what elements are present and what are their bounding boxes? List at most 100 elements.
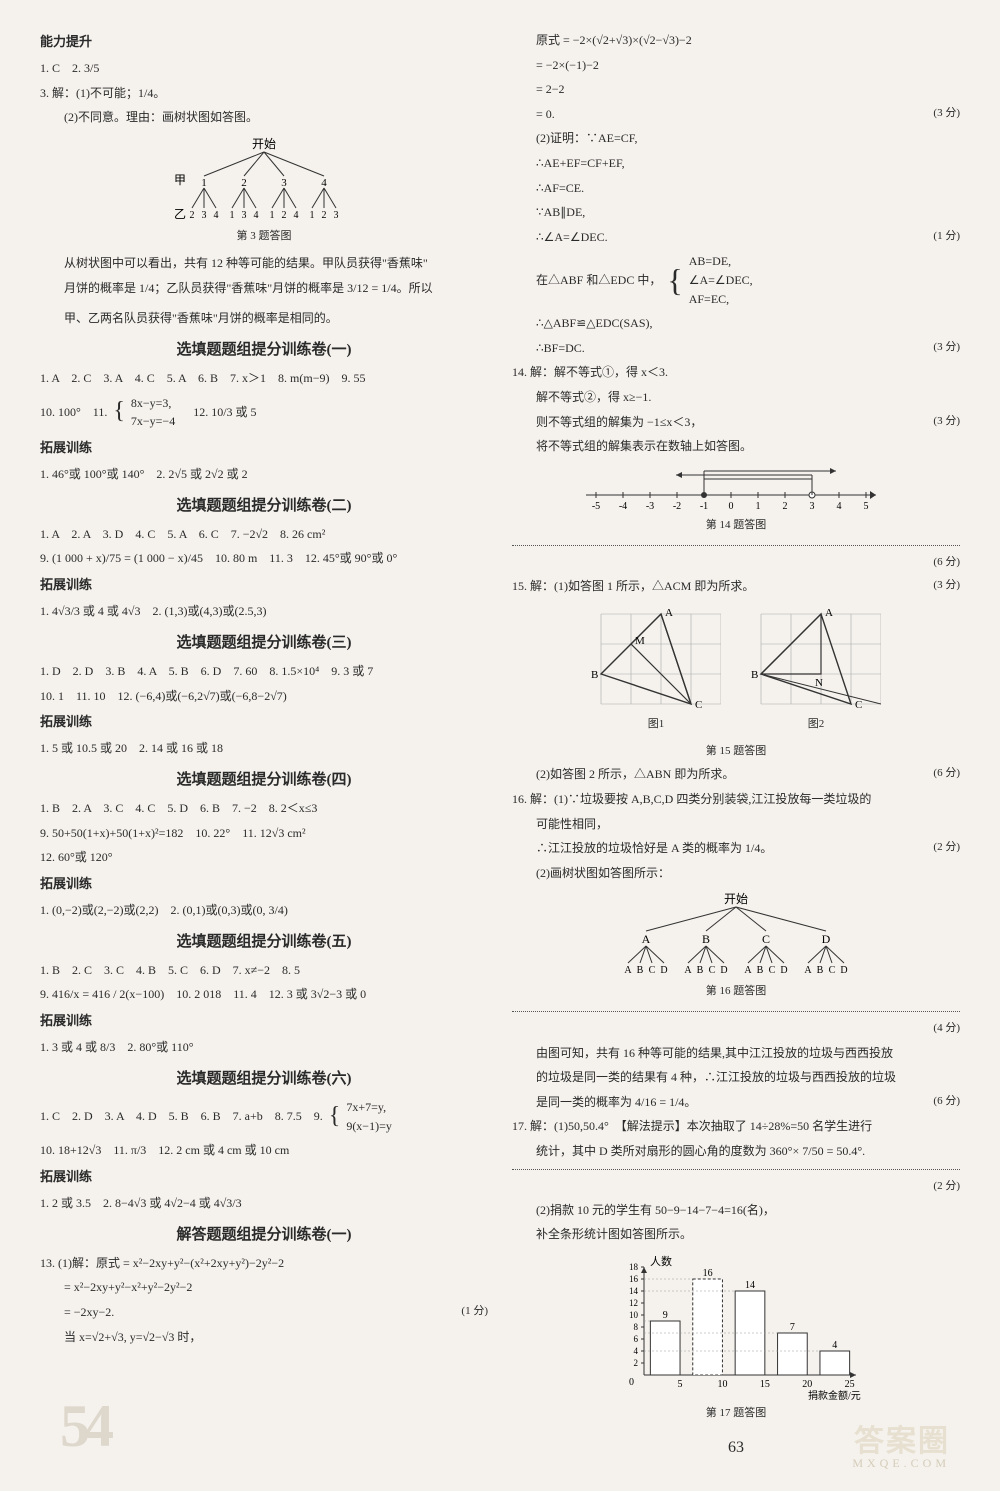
svg-text:2: 2 bbox=[783, 501, 788, 512]
svg-text:-2: -2 bbox=[673, 501, 681, 512]
svg-text:B: B bbox=[757, 965, 764, 976]
ans-line: = x²−2xy+y²−x²+y²−2y²−2 bbox=[40, 1278, 488, 1297]
ans-line: ∴AE+EF=CF+EF, bbox=[512, 154, 960, 173]
text: 则不等式组的解集为 −1≤x＜3， bbox=[536, 415, 702, 429]
score-line: (4 分) bbox=[512, 1020, 960, 1037]
number-line-14: -5-4-3 -2-10 123 45 第 14 题答图 bbox=[576, 465, 896, 534]
svg-text:3: 3 bbox=[281, 177, 287, 189]
section-title-2: 选填题题组提分训练卷(二) bbox=[40, 495, 488, 518]
ans-line: 14. 解：解不等式①，得 x＜3. bbox=[512, 363, 960, 382]
section-title-6: 选填题题组提分训练卷(六) bbox=[40, 1068, 488, 1091]
svg-text:0: 0 bbox=[629, 1377, 634, 1388]
score-label: (3 分) bbox=[933, 577, 960, 594]
svg-text:18: 18 bbox=[629, 1262, 639, 1272]
ans-line: 10. 1 11. 10 12. (−6,4)或(−6,2√7)或(−6,8−2… bbox=[40, 687, 488, 706]
svg-text:M: M bbox=[635, 635, 645, 647]
ans-line: ∵AB∥DE, bbox=[512, 203, 960, 222]
svg-text:A: A bbox=[825, 607, 833, 619]
ans-line: 是同一类的概率为 4/16 = 1/4。 (6 分) bbox=[512, 1093, 960, 1112]
svg-text:12: 12 bbox=[629, 1298, 638, 1308]
ans-line: 补全条形统计图如答图所示。 bbox=[512, 1225, 960, 1244]
ans-line: (2)证明：∵AE=CF, bbox=[512, 129, 960, 148]
svg-text:25: 25 bbox=[845, 1379, 855, 1390]
svg-text:7: 7 bbox=[790, 1322, 795, 1333]
svg-text:捐款金额/元: 捐款金额/元 bbox=[808, 1389, 861, 1402]
ans-line: ∴BF=DC. (3 分) bbox=[512, 339, 960, 358]
svg-text:9: 9 bbox=[663, 1310, 668, 1321]
svg-text:B: B bbox=[591, 669, 598, 681]
ans-line: 统计，其中 D 类所对扇形的圆心角的度数为 360°× 7/50 = 50.4°… bbox=[512, 1142, 960, 1161]
figure-caption: 第 17 题答图 bbox=[606, 1405, 866, 1422]
svg-text:A: A bbox=[665, 607, 673, 619]
svg-text:D: D bbox=[780, 965, 787, 976]
ans-line: 3. 解：(1)不可能；1/4。 bbox=[40, 84, 488, 103]
svg-text:4: 4 bbox=[214, 210, 219, 221]
svg-text:A: A bbox=[624, 965, 632, 976]
svg-text:C: C bbox=[709, 965, 716, 976]
score-line: (6 分) bbox=[512, 554, 960, 571]
ans-line: 1. C 2. D 3. A 4. D 5. B 6. B 7. a+b 8. … bbox=[40, 1098, 488, 1135]
text: = −2xy−2. bbox=[64, 1305, 114, 1319]
svg-text:4: 4 bbox=[321, 177, 327, 189]
svg-text:1: 1 bbox=[201, 177, 207, 189]
svg-text:-1: -1 bbox=[700, 501, 708, 512]
svg-text:14: 14 bbox=[629, 1286, 639, 1296]
tree-top-label: 开始 bbox=[252, 137, 276, 151]
ans-line: 甲、乙两名队员获得"香蕉味"月饼的概率是相同的。 bbox=[40, 309, 488, 328]
ans-line: 月饼的概率是 1/4；乙队员获得"香蕉味"月饼的概率是 3/12 = 1/4。所… bbox=[40, 279, 488, 298]
svg-text:1: 1 bbox=[756, 501, 761, 512]
eq: ∠A=∠DEC, bbox=[689, 271, 753, 290]
ans-line: 13. (1)解：原式 = x²−2xy+y²−(x²+2xy+y²)−2y²−… bbox=[40, 1254, 488, 1273]
ans-line: 则不等式组的解集为 −1≤x＜3， (3 分) bbox=[512, 413, 960, 432]
ans-line: 从树状图中可以看出，共有 12 种等可能的结果。甲队员获得"香蕉味" bbox=[40, 254, 488, 273]
ans-line: 1. 3 或 4 或 8/3 2. 80°或 110° bbox=[40, 1038, 488, 1057]
ans-line: 在△ABF 和△EDC 中， { AB=DE, ∠A=∠DEC, AF=EC, bbox=[512, 252, 960, 308]
score-label: (6 分) bbox=[933, 1093, 960, 1110]
ans-line: 1. 5 或 10.5 或 20 2. 14 或 16 或 18 bbox=[40, 739, 488, 758]
svg-text:C: C bbox=[762, 932, 770, 946]
ans-line: 16. 解：(1)∵垃圾要按 A,B,C,D 四类分别装袋,江江投放每一类垃圾的 bbox=[512, 790, 960, 809]
score-label: (1 分) bbox=[933, 228, 960, 245]
ans-line: 解不等式②，得 x≥−1. bbox=[512, 388, 960, 407]
ans-line: 1. B 2. A 3. C 4. C 5. D 6. B 7. −2 8. 2… bbox=[40, 799, 488, 818]
score-label: (6 分) bbox=[933, 554, 960, 571]
figure-caption: 图1 bbox=[591, 716, 721, 733]
text: (2)如答图 2 所示，△ABN 即为所求。 bbox=[536, 767, 734, 781]
svg-text:16: 16 bbox=[703, 1268, 713, 1279]
svg-text:A: A bbox=[744, 965, 752, 976]
section-title-5: 选填题题组提分训练卷(五) bbox=[40, 931, 488, 954]
svg-text:2: 2 bbox=[190, 210, 195, 221]
svg-text:B: B bbox=[637, 965, 644, 976]
eq: 8x−y=3, bbox=[131, 394, 175, 413]
ans-line: 9. (1 000 + x)/75 = (1 000 − x)/45 10. 8… bbox=[40, 549, 488, 568]
svg-text:4: 4 bbox=[832, 1340, 837, 1351]
score-label: (2 分) bbox=[933, 1178, 960, 1195]
text: ∴江江投放的垃圾恰好是 A 类的概率为 1/4。 bbox=[536, 841, 772, 855]
right-column: 原式 = −2×(√2+√3)×(√2−√3)−2 = −2×(−1)−2 = … bbox=[512, 30, 960, 1461]
watermark: 54 bbox=[60, 1380, 108, 1473]
bar-chart-17: 人数捐款金额/元0246810121416189516101415720425 … bbox=[606, 1253, 866, 1422]
score-label: (2 分) bbox=[933, 839, 960, 856]
score-label: (3 分) bbox=[933, 105, 960, 122]
ans-line: = −2×(−1)−2 bbox=[512, 56, 960, 75]
svg-text:C: C bbox=[695, 699, 702, 711]
ans-line: 9. 416/x = 416 / 2(x−100) 10. 2 018 11. … bbox=[40, 985, 488, 1004]
score-label: (3 分) bbox=[933, 413, 960, 430]
ext-heading: 拓展训练 bbox=[40, 1011, 488, 1031]
svg-text:B: B bbox=[702, 932, 710, 946]
ans-line: 9. 50+50(1+x)+50(1+x)²=182 10. 22° 11. 1… bbox=[40, 824, 488, 843]
text: = 0. bbox=[536, 107, 555, 121]
score-label: (1 分) bbox=[461, 1303, 488, 1320]
svg-text:4: 4 bbox=[837, 501, 842, 512]
figure-caption: 第 16 题答图 bbox=[586, 983, 886, 1000]
ext-heading: 拓展训练 bbox=[40, 438, 488, 458]
svg-text:C: C bbox=[829, 965, 836, 976]
svg-text:2: 2 bbox=[241, 177, 247, 189]
score-label: (6 分) bbox=[933, 765, 960, 782]
ans-line: 1. D 2. D 3. B 4. A 5. B 6. D 7. 60 8. 1… bbox=[40, 662, 488, 681]
svg-text:0: 0 bbox=[729, 501, 734, 512]
figure-caption: 图2 bbox=[751, 716, 881, 733]
text: ∴BF=DC. bbox=[536, 341, 585, 355]
eq: 9(x−1)=y bbox=[346, 1117, 392, 1136]
svg-text:-5: -5 bbox=[592, 501, 600, 512]
